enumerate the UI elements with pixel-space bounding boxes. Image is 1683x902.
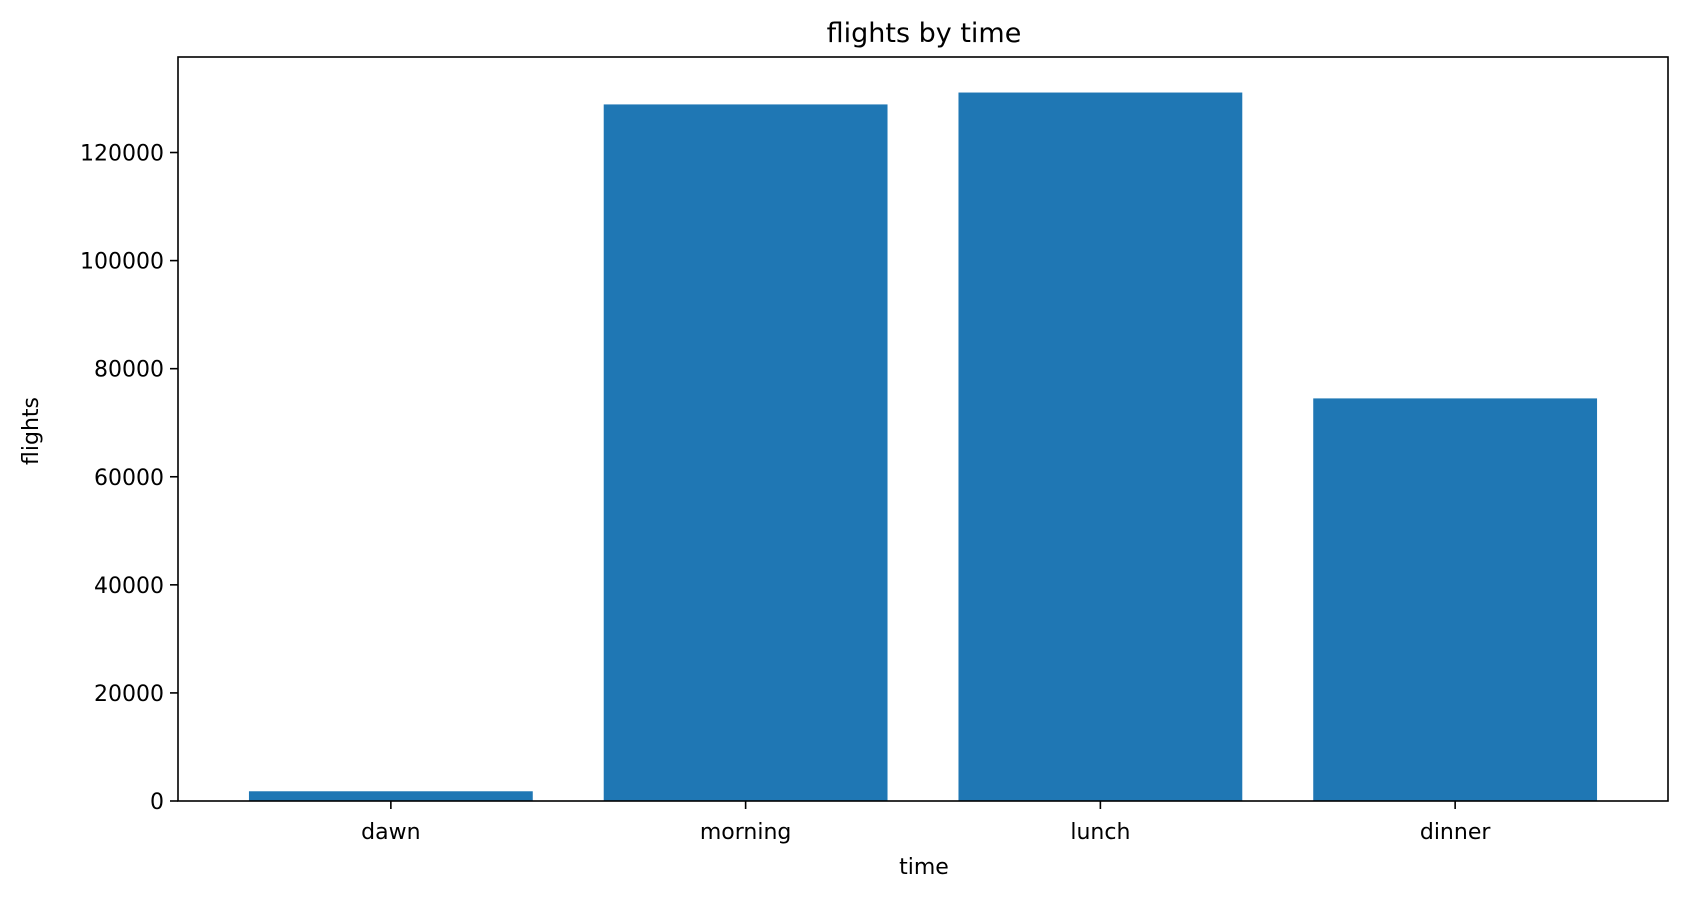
bar-lunch <box>958 92 1243 802</box>
y-tick-label-0: 0 <box>150 790 164 815</box>
bar-morning <box>603 104 888 802</box>
x-tick-label-dawn: dawn <box>361 820 420 845</box>
bar-dawn <box>248 791 533 801</box>
y-tick-label-80000: 80000 <box>94 358 164 383</box>
x-axis-title: time <box>899 855 949 880</box>
chart-title: flights by time <box>827 18 1022 49</box>
x-tick-label-lunch: lunch <box>1070 820 1130 845</box>
y-tick-label-100000: 100000 <box>80 250 164 275</box>
y-tick-label-60000: 60000 <box>94 466 164 491</box>
plot-frame <box>177 56 1669 802</box>
x-tick-label-morning: morning <box>700 820 792 845</box>
y-axis-title: flights <box>19 397 44 465</box>
bar-dinner <box>1313 398 1598 801</box>
y-tick-label-40000: 40000 <box>94 574 164 599</box>
x-tick-label-dinner: dinner <box>1420 820 1491 845</box>
y-tick-label-20000: 20000 <box>94 682 164 707</box>
y-tick-label-120000: 120000 <box>80 142 164 167</box>
plot-area: dawn morning lunch dinner 0 20000 40000 60000 80… <box>80 56 1669 845</box>
